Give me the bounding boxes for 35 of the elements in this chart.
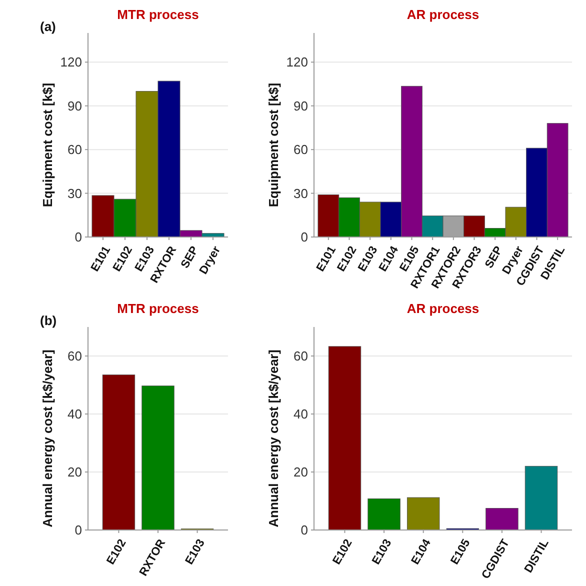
- y-tick-label: 120: [60, 54, 82, 70]
- y-tick-label: 90: [294, 98, 308, 114]
- y-tick-label: 30: [68, 186, 82, 201]
- y-tick-label: 0: [300, 522, 308, 538]
- bar: [486, 508, 518, 530]
- y-tick-label: 120: [286, 54, 308, 70]
- y-tick-label: 30: [294, 186, 308, 201]
- y-axis-title: Equipment cost [k$]: [40, 82, 55, 208]
- y-tick-label: 40: [294, 406, 308, 422]
- y-tick-label: 60: [68, 348, 82, 364]
- chart-title: AR process: [406, 301, 480, 316]
- y-axis-title: Equipment cost [k$]: [266, 82, 281, 208]
- bar: [406, 497, 440, 530]
- y-tick-label: 0: [300, 230, 308, 245]
- y-tick-label: 60: [294, 348, 308, 364]
- chart-title: MTR process: [117, 7, 199, 22]
- y-tick-label: 0: [74, 522, 82, 538]
- y-tick-label: 20: [68, 464, 82, 480]
- bar: [524, 466, 558, 530]
- y-tick-label: 60: [68, 142, 82, 158]
- y-tick-label: 90: [68, 98, 82, 114]
- bar: [142, 386, 174, 530]
- chart-title: MTR process: [117, 301, 199, 316]
- chart-title: AR process: [406, 7, 480, 22]
- y-tick-label: 60: [294, 142, 308, 158]
- bar: [102, 374, 136, 530]
- y-tick-label: 40: [68, 406, 82, 422]
- y-tick-label: 0: [74, 230, 82, 245]
- y-tick-label: 20: [294, 464, 308, 480]
- y-axis-title: Annual energy cost [k$/year]: [40, 350, 55, 528]
- bar: [368, 498, 400, 530]
- bar: [328, 346, 362, 530]
- text: (b): [40, 313, 57, 328]
- y-axis-title: Annual energy cost [k$/year]: [266, 350, 281, 528]
- text: (a): [40, 19, 56, 34]
